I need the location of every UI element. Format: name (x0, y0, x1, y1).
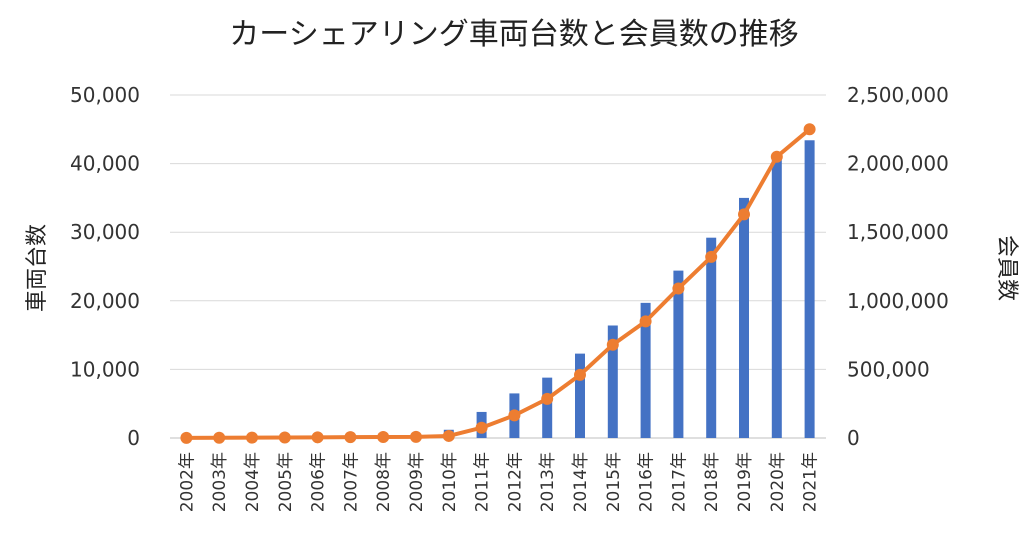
x-tick-label: 2005年 (276, 452, 296, 512)
line-point (738, 208, 750, 221)
right-axis-title: 会員数 (994, 235, 1019, 301)
line-point (541, 392, 554, 405)
x-tick-label: 2012年 (505, 452, 525, 512)
line-point (606, 338, 619, 351)
right-tick-label: 1,500,000 (847, 220, 949, 244)
bar (575, 353, 585, 438)
bar (640, 302, 651, 438)
chart-title: カーシェアリング車両台数と会員数の推移 (229, 17, 798, 52)
line-point (246, 431, 258, 444)
x-tick-label: 2007年 (341, 452, 361, 512)
bar (542, 377, 553, 438)
x-tick-label: 2010年 (440, 452, 460, 512)
right-tick-label: 2,000,000 (847, 152, 949, 176)
left-tick-label: 0 (127, 426, 140, 450)
x-tick-label: 2004年 (243, 452, 263, 512)
left-tick-label: 50,000 (70, 83, 140, 107)
x-tick-label: 2013年 (538, 452, 558, 512)
left-tick-label: 30,000 (70, 220, 140, 244)
line-point (705, 250, 718, 263)
line-point (442, 429, 455, 442)
left-tick-label: 20,000 (70, 289, 140, 313)
x-tick-label: 2018年 (702, 452, 722, 512)
x-tick-label: 2011年 (473, 452, 493, 512)
right-tick-label: 0 (847, 426, 860, 450)
line-point (475, 421, 488, 434)
bar (706, 237, 717, 438)
line-point (311, 431, 324, 444)
bar (607, 325, 618, 438)
line-point (508, 409, 521, 422)
bar (673, 270, 684, 438)
right-tick-label: 2,500,000 (847, 83, 949, 107)
line-point (672, 282, 685, 295)
x-tick-label: 2016年 (637, 452, 657, 512)
line-series (180, 123, 816, 444)
right-axis-ticks: 0 500,000 1,000,000 1,500,000 2,000,000 2,500… (847, 83, 949, 450)
x-tick-label: 2015年 (604, 452, 624, 512)
bar (771, 157, 782, 438)
x-tick-label: 2014年 (571, 452, 591, 512)
x-tick-label: 2017年 (669, 452, 689, 512)
x-tick-label: 2019年 (735, 452, 755, 512)
x-tick-label: 2003年 (210, 452, 230, 512)
x-tick-label: 2020年 (768, 452, 788, 512)
x-tick-label: 2006年 (309, 452, 329, 512)
line-point (639, 315, 652, 328)
left-axis-title: 車両台数 (25, 224, 50, 312)
line-point (213, 431, 226, 444)
bar-series (181, 140, 815, 438)
line-point (410, 430, 422, 443)
left-tick-label: 40,000 (70, 152, 140, 176)
bar (739, 197, 749, 438)
line-point (770, 150, 783, 163)
right-tick-label: 500,000 (847, 357, 930, 381)
line-point (278, 431, 291, 444)
bar (804, 140, 815, 438)
left-axis-ticks: 0 10,000 20,000 30,000 40,000 50,000 (70, 83, 140, 450)
line-point (803, 123, 816, 136)
right-tick-label: 1,000,000 (847, 289, 949, 313)
line-point (377, 431, 390, 444)
left-tick-label: 10,000 (70, 357, 140, 381)
x-tick-label: 2002年 (177, 452, 197, 512)
x-tick-label: 2021年 (801, 452, 821, 512)
x-tick-label: 2008年 (374, 452, 394, 512)
line-point (180, 431, 193, 444)
line-point (344, 431, 357, 444)
line-point (574, 368, 586, 381)
x-tick-label: 2009年 (407, 452, 427, 512)
gridlines (170, 94, 826, 439)
x-axis-ticks: 2002年 2003年 2004年 2005年 2006年 2007年 2008年 2009年… (177, 452, 820, 512)
